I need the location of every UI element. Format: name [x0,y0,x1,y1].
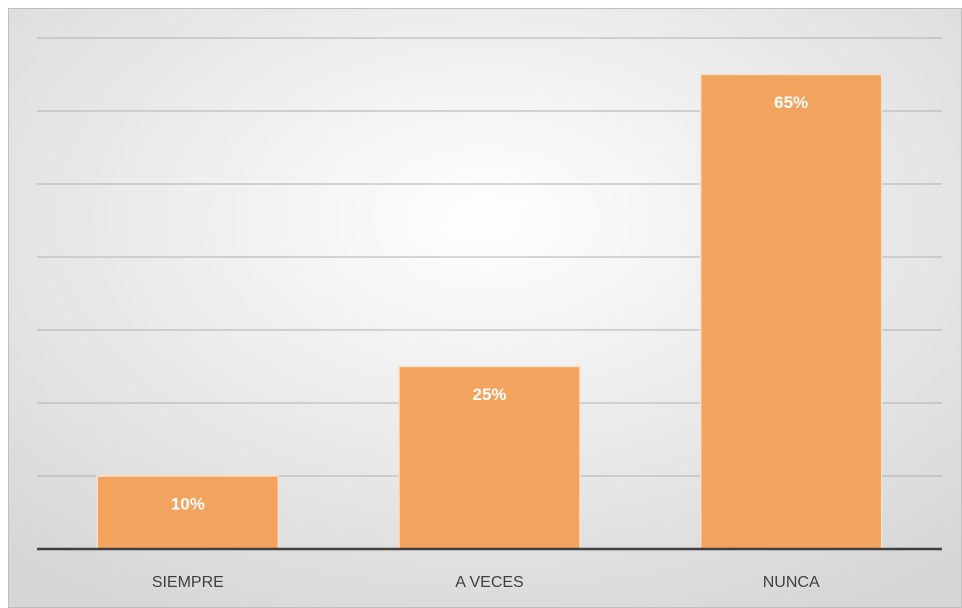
data-label: 10% [171,494,205,513]
data-label: 25% [472,385,506,404]
bar [699,73,883,550]
x-tick-label: A VECES [455,574,523,591]
bar [398,365,581,550]
bars [96,73,883,550]
data-label: 65% [774,93,808,112]
x-tick-label: NUNCA [763,574,820,591]
x-tick-label: SIEMPRE [152,574,224,591]
labels: SIEMPRE 10% A VECES 25% NUNCA 65% [152,93,820,591]
bar [96,475,280,550]
